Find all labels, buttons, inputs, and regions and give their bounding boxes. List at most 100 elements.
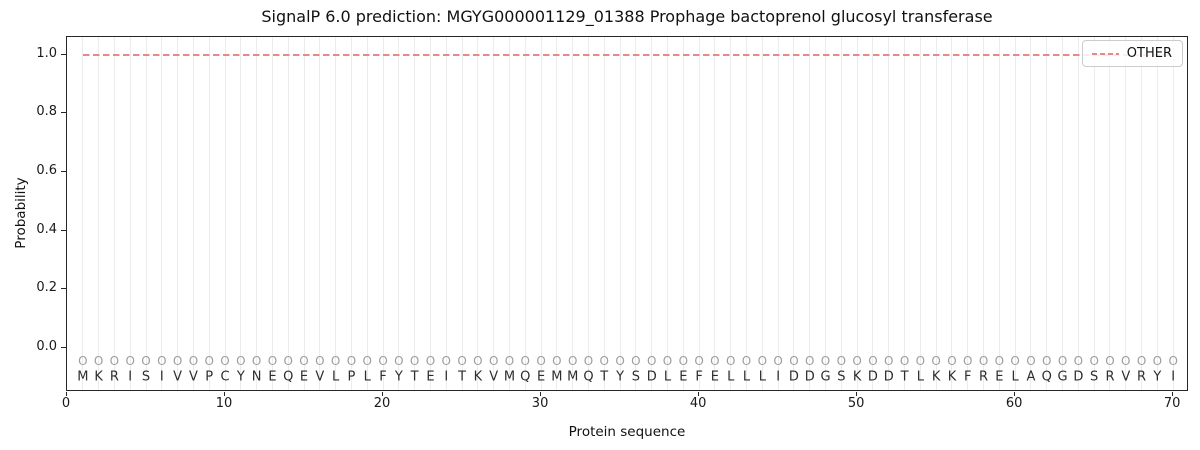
region-label-marker: O bbox=[236, 354, 246, 369]
residue-gridline bbox=[1093, 37, 1095, 390]
region-label-marker: O bbox=[773, 354, 783, 369]
residue-gridline bbox=[730, 37, 732, 390]
residue-letter: Q bbox=[1041, 369, 1052, 385]
residue-letter: A bbox=[1026, 369, 1036, 385]
y-tick-mark bbox=[61, 112, 66, 114]
y-tick-mark bbox=[61, 170, 66, 172]
x-tick-mark bbox=[1172, 392, 1174, 396]
residue-letter: G bbox=[820, 369, 831, 385]
region-label-marker: O bbox=[1089, 354, 1099, 369]
residue-gridline bbox=[98, 37, 100, 390]
residue-letter: D bbox=[867, 369, 878, 385]
region-label-marker: O bbox=[299, 354, 309, 369]
residue-letter: R bbox=[1137, 369, 1147, 385]
residue-gridline bbox=[82, 37, 84, 390]
residue-gridline bbox=[667, 37, 668, 390]
residue-gridline bbox=[129, 37, 131, 390]
residue-gridline bbox=[856, 37, 858, 390]
residue-letter: L bbox=[663, 369, 672, 385]
residue-gridline bbox=[1062, 37, 1064, 390]
residue-gridline bbox=[224, 37, 226, 390]
region-label-marker: O bbox=[488, 354, 499, 369]
x-tick-label: 10 bbox=[215, 396, 233, 411]
residue-gridline bbox=[177, 37, 179, 390]
residue-letter: D bbox=[1073, 369, 1084, 385]
region-label-marker: O bbox=[78, 354, 88, 369]
residue-letter: G bbox=[1057, 369, 1068, 385]
residue-letter: K bbox=[473, 369, 483, 385]
residue-gridline bbox=[319, 37, 321, 390]
residue-letter: I bbox=[159, 369, 164, 385]
region-label-marker: O bbox=[710, 354, 720, 369]
region-label-marker: O bbox=[820, 354, 831, 369]
region-label-marker: O bbox=[899, 354, 910, 369]
residue-letter: T bbox=[458, 369, 467, 385]
residue-letter: Y bbox=[394, 369, 403, 385]
region-label-marker: O bbox=[457, 354, 467, 369]
region-label-marker: O bbox=[1168, 354, 1178, 369]
residue-letter: I bbox=[444, 369, 449, 385]
residue-letter: V bbox=[188, 369, 198, 385]
residue-gridline bbox=[1125, 37, 1127, 390]
x-tick-label: 40 bbox=[689, 396, 707, 411]
region-label-marker: O bbox=[583, 354, 594, 369]
residue-gridline bbox=[271, 37, 273, 390]
region-label-marker: O bbox=[994, 354, 1005, 369]
region-label-marker: O bbox=[1026, 354, 1036, 369]
y-tick-label: 0.2 bbox=[36, 280, 57, 296]
x-tick-label: 50 bbox=[847, 396, 865, 411]
x-tick-label: 60 bbox=[1005, 396, 1023, 411]
residue-letter: L bbox=[1011, 369, 1019, 385]
y-tick-mark bbox=[61, 53, 66, 55]
x-tick-mark bbox=[382, 392, 384, 396]
residue-gridline bbox=[714, 37, 716, 390]
region-label-marker: O bbox=[425, 354, 436, 369]
region-label-marker: O bbox=[631, 354, 641, 369]
region-label-marker: O bbox=[1105, 354, 1115, 369]
residue-gridline bbox=[587, 37, 589, 390]
residue-letter: E bbox=[536, 369, 546, 385]
region-label-marker: O bbox=[615, 354, 625, 369]
residue-gridline bbox=[1077, 37, 1079, 390]
residue-gridline bbox=[919, 37, 921, 390]
residue-gridline bbox=[793, 37, 795, 390]
residue-letter: I bbox=[1171, 369, 1176, 385]
y-tick-label: 0.4 bbox=[36, 221, 57, 237]
x-axis-label: Protein sequence bbox=[568, 424, 686, 440]
residue-letter: Q bbox=[583, 369, 594, 385]
residue-gridline bbox=[1172, 37, 1174, 390]
y-tick-label: 0.6 bbox=[36, 162, 57, 178]
residue-letter: M bbox=[551, 369, 563, 385]
residue-letter: V bbox=[315, 369, 325, 385]
region-label-marker: O bbox=[504, 354, 515, 369]
region-label-marker: O bbox=[93, 354, 104, 369]
residue-gridline bbox=[983, 37, 985, 390]
y-tick-mark bbox=[61, 346, 66, 348]
region-label-marker: O bbox=[789, 354, 799, 369]
residue-letter: R bbox=[1105, 369, 1115, 385]
region-label-marker: O bbox=[1057, 354, 1068, 369]
region-label-marker: O bbox=[536, 354, 546, 369]
region-label-marker: O bbox=[188, 354, 199, 369]
residue-letter: E bbox=[299, 369, 309, 385]
residue-letter: R bbox=[979, 369, 989, 385]
region-label-marker: O bbox=[552, 354, 562, 369]
region-label-marker: O bbox=[141, 354, 151, 369]
residue-letter: I bbox=[776, 369, 781, 385]
x-tick-label: 70 bbox=[1163, 396, 1181, 411]
residue-letter: E bbox=[679, 369, 688, 385]
residue-letter: Q bbox=[520, 369, 531, 385]
x-tick-mark bbox=[66, 392, 67, 396]
region-label-marker: O bbox=[346, 354, 357, 369]
residue-gridline bbox=[761, 37, 763, 390]
residue-letter: D bbox=[883, 369, 894, 385]
residue-letter: D bbox=[804, 369, 815, 385]
residue-letter: L bbox=[742, 369, 751, 385]
region-label-marker: O bbox=[836, 354, 847, 369]
y-tick-mark bbox=[61, 229, 66, 231]
region-label-marker: O bbox=[473, 354, 483, 369]
residue-letter: E bbox=[710, 369, 720, 385]
residue-letter: M bbox=[567, 369, 579, 385]
region-label-marker: O bbox=[915, 354, 926, 369]
